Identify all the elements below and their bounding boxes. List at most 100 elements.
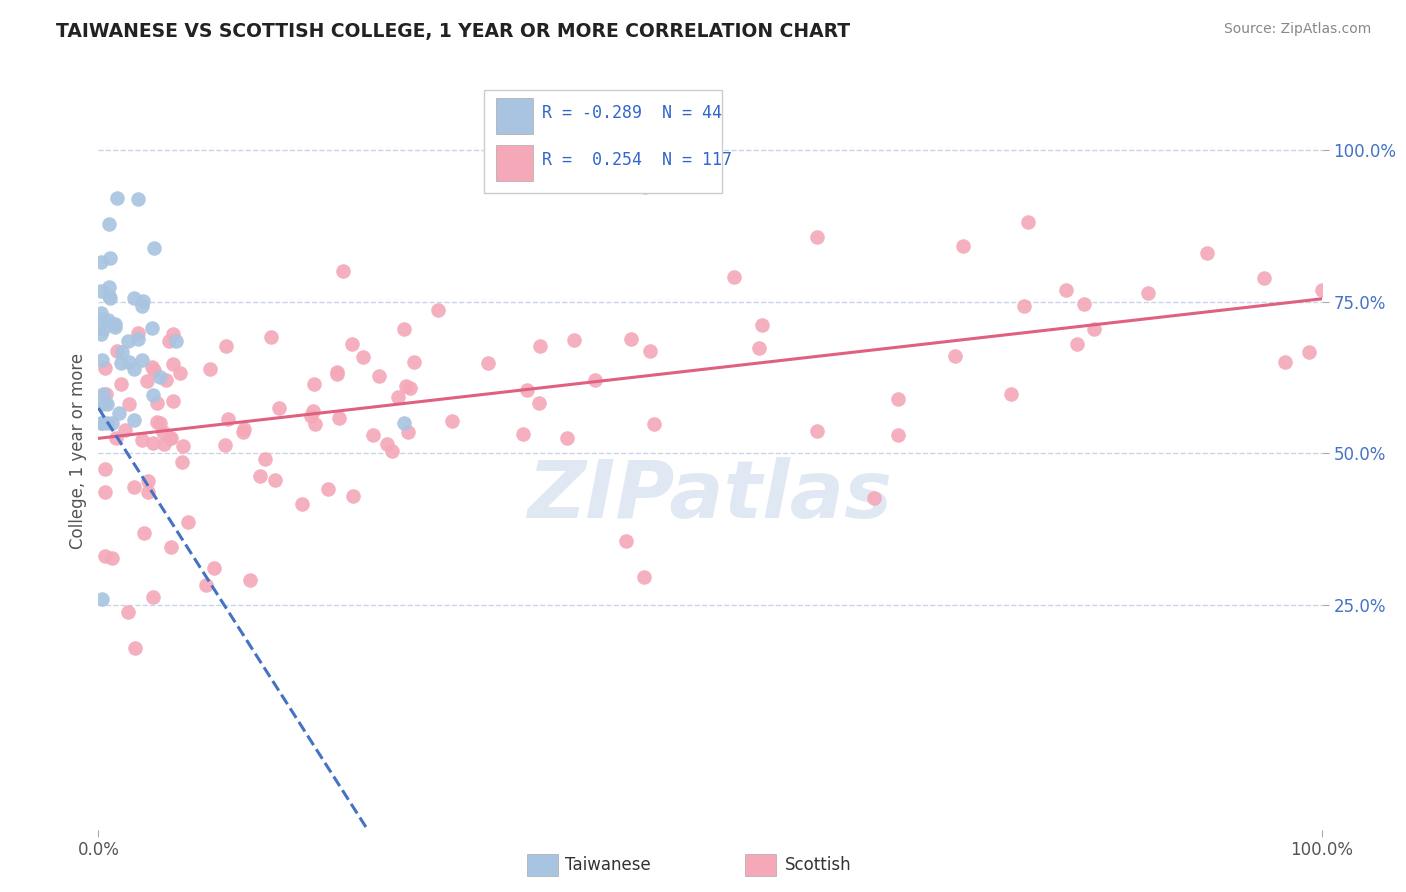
Point: [527, 395, 550, 409]
Point: [217, 411, 239, 425]
Point: [118, 355, 141, 369]
Point: [152, 425, 174, 439]
Point: [562, 333, 585, 347]
Point: [633, 569, 655, 583]
Point: [375, 437, 398, 451]
Point: [97, 313, 120, 327]
Text: TAIWANESE VS SCOTTISH COLLEGE, 1 YEAR OR MORE CORRELATION CHART: TAIWANESE VS SCOTTISH COLLEGE, 1 YEAR OR…: [56, 22, 851, 41]
Point: [634, 179, 657, 194]
Point: [392, 322, 415, 336]
Point: [399, 381, 422, 395]
Point: [93, 462, 115, 476]
Point: [361, 427, 384, 442]
Point: [515, 384, 537, 398]
Point: [104, 317, 127, 331]
Point: [396, 425, 419, 439]
Point: [142, 590, 165, 604]
Point: [304, 417, 326, 432]
Point: [111, 345, 134, 359]
Point: [1310, 283, 1333, 297]
Point: [142, 436, 165, 450]
Point: [177, 516, 200, 530]
Point: [142, 363, 165, 377]
Point: [146, 415, 169, 429]
Bar: [496, 98, 533, 135]
Point: [149, 417, 172, 431]
Point: [131, 299, 153, 313]
Point: [93, 549, 115, 563]
Point: [136, 474, 159, 488]
Point: [1253, 271, 1275, 285]
Point: [132, 526, 155, 541]
Point: [426, 302, 449, 317]
Point: [114, 423, 136, 437]
Point: [91, 312, 114, 326]
Point: [529, 339, 551, 353]
Text: ZIPatlas: ZIPatlas: [527, 457, 893, 535]
Point: [98, 217, 121, 231]
Point: [1083, 322, 1105, 336]
Point: [1054, 283, 1077, 297]
Point: [142, 388, 165, 402]
Point: [342, 489, 364, 503]
Point: [172, 439, 194, 453]
Point: [136, 374, 159, 388]
Point: [806, 425, 828, 439]
Point: [118, 397, 141, 411]
Point: [131, 294, 153, 309]
Point: [157, 334, 180, 349]
Point: [1073, 297, 1095, 311]
Point: [806, 229, 828, 244]
Text: Scottish: Scottish: [785, 856, 851, 874]
Point: [254, 451, 277, 466]
Point: [1195, 246, 1218, 260]
Point: [392, 416, 416, 430]
Point: [620, 332, 643, 346]
Point: [93, 322, 115, 336]
Point: [90, 416, 112, 430]
Point: [326, 366, 349, 380]
Point: [117, 334, 139, 348]
Point: [583, 373, 606, 387]
Point: [1017, 215, 1039, 229]
Point: [98, 252, 121, 266]
Point: [94, 386, 117, 401]
Point: [232, 425, 254, 439]
Point: [943, 349, 966, 363]
Point: [169, 366, 191, 380]
Point: [91, 387, 114, 401]
Point: [153, 437, 176, 451]
Y-axis label: College, 1 year or more: College, 1 year or more: [69, 352, 87, 549]
Point: [96, 416, 118, 430]
Point: [90, 284, 112, 298]
Point: [1298, 345, 1320, 359]
Point: [124, 480, 146, 494]
Point: [127, 333, 149, 347]
Text: Source: ZipAtlas.com: Source: ZipAtlas.com: [1223, 22, 1371, 37]
Point: [1274, 354, 1296, 368]
Point: [367, 368, 389, 383]
Point: [91, 353, 114, 368]
Point: [90, 305, 112, 319]
Point: [1012, 299, 1035, 313]
Point: [194, 578, 217, 592]
Point: [127, 192, 149, 206]
Point: [555, 431, 578, 445]
Point: [91, 397, 114, 411]
Point: [316, 482, 339, 496]
Point: [97, 289, 120, 303]
Point: [117, 605, 139, 619]
Point: [160, 540, 183, 554]
Point: [1136, 285, 1159, 300]
Point: [107, 407, 129, 421]
Point: [124, 291, 146, 305]
Point: [326, 368, 349, 382]
Point: [170, 455, 193, 469]
Point: [122, 362, 145, 376]
Point: [98, 291, 121, 305]
Point: [131, 433, 153, 447]
Point: [202, 561, 225, 575]
Point: [162, 393, 184, 408]
Text: R = -0.289  N = 44: R = -0.289 N = 44: [543, 104, 723, 122]
Point: [239, 573, 262, 587]
